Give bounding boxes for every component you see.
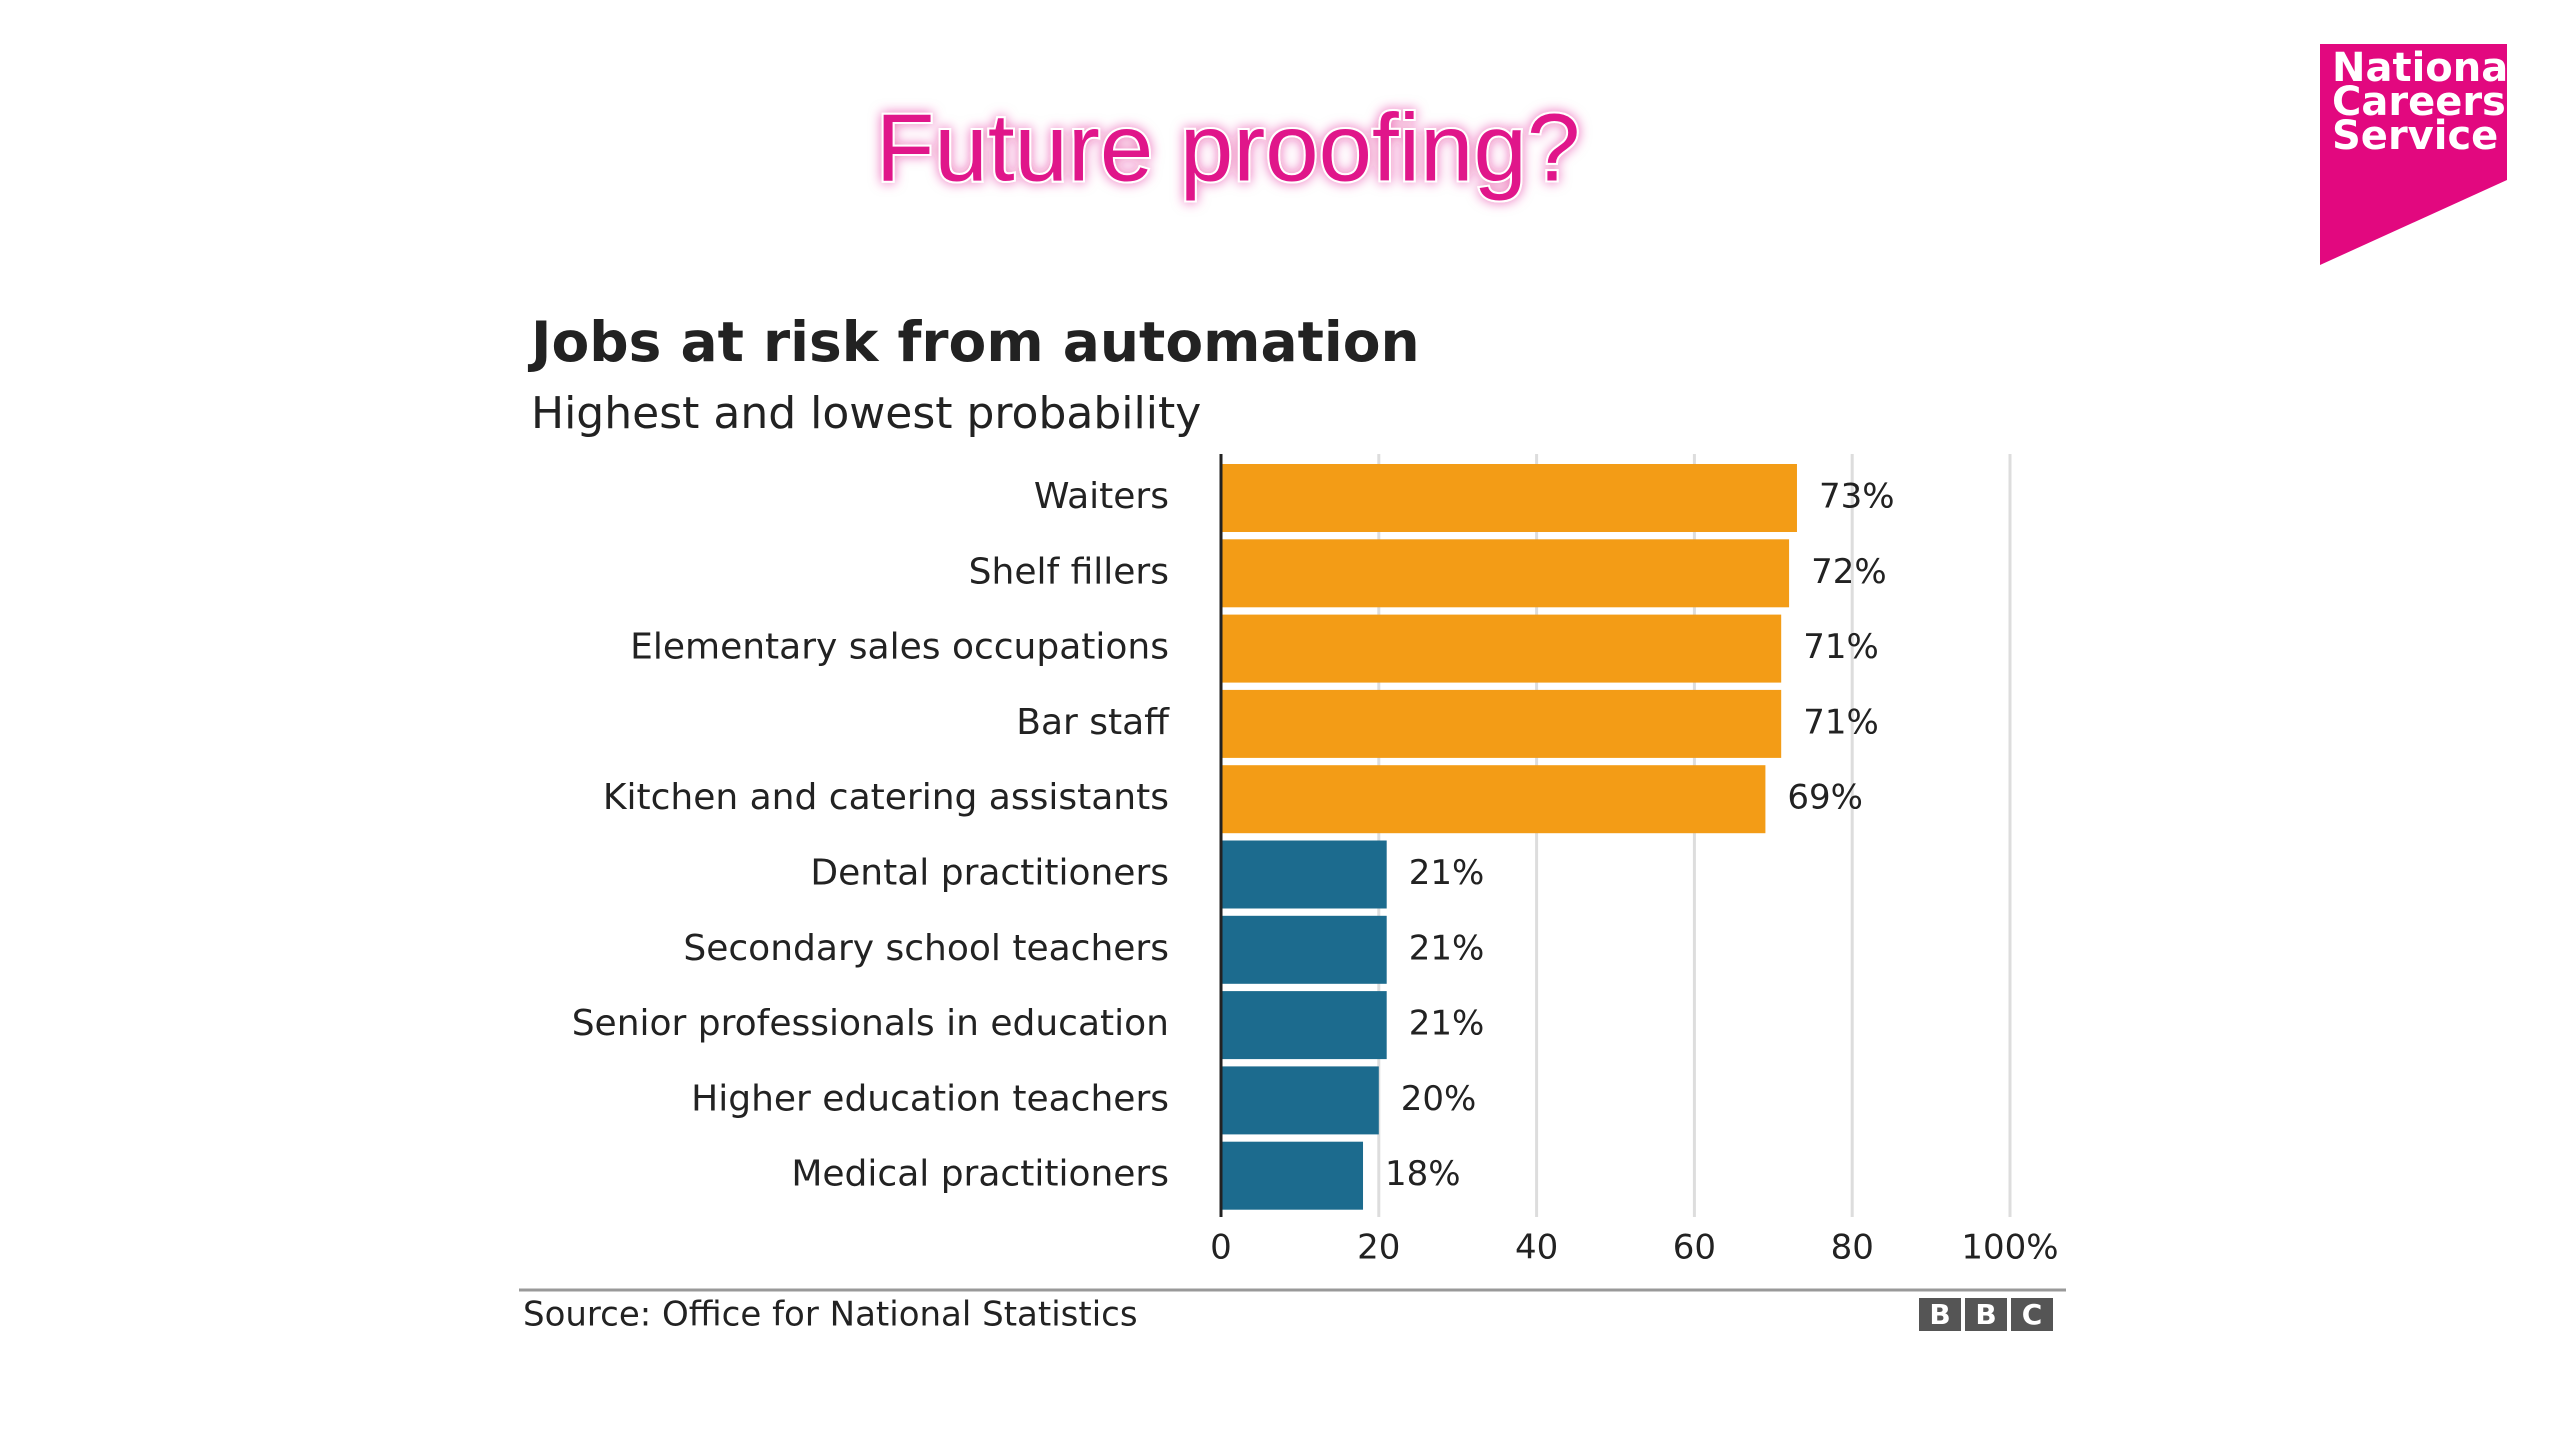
category-label: Waiters	[1034, 476, 1169, 517]
x-tick-label: 80	[1831, 1228, 1874, 1268]
credit-letter: B	[1929, 1298, 1950, 1331]
bar	[1221, 464, 1797, 532]
bar	[1221, 1141, 1364, 1210]
credit-letter: B	[1975, 1298, 1996, 1331]
bar	[1221, 915, 1387, 984]
value-label: 71%	[1803, 627, 1879, 667]
credit-box	[1965, 1298, 2007, 1331]
logo: National Careers Service	[2320, 44, 2522, 265]
bar	[1221, 765, 1766, 834]
category-label: Elementary sales occupations	[630, 627, 1169, 668]
category-label: Senior professionals in education	[572, 1003, 1169, 1044]
bar	[1221, 840, 1387, 909]
x-tick-label: 20	[1357, 1228, 1400, 1268]
x-tick-label: 40	[1515, 1228, 1558, 1268]
credit-box	[1919, 1298, 1961, 1331]
bar	[1221, 1066, 1379, 1135]
x-tick-label: 0	[1210, 1228, 1232, 1268]
bar	[1221, 991, 1387, 1060]
category-label: Dental practitioners	[810, 853, 1169, 894]
bar	[1221, 689, 1782, 758]
value-label: 21%	[1409, 1004, 1485, 1044]
category-label: Shelf fillers	[969, 551, 1169, 592]
bar	[1221, 614, 1782, 683]
logo-text: National	[2332, 45, 2522, 91]
value-label: 21%	[1409, 928, 1485, 968]
logo-text: Careers	[2332, 79, 2506, 125]
credit-box	[2011, 1298, 2053, 1331]
logo-shape	[2320, 44, 2507, 265]
credit-letter: C	[2022, 1298, 2043, 1331]
value-label: 73%	[1819, 477, 1895, 517]
category-label: Bar staff	[1016, 702, 1170, 743]
bar	[1221, 539, 1790, 608]
value-label: 72%	[1811, 552, 1887, 592]
value-label: 69%	[1787, 778, 1863, 818]
x-tick-label: 60	[1673, 1228, 1716, 1268]
source: Source: Office for National Statistics	[523, 1295, 1138, 1335]
category-label: Higher education teachers	[691, 1078, 1169, 1119]
x-tick-label: 100%	[1961, 1228, 2058, 1268]
value-label: 71%	[1803, 702, 1879, 742]
value-label: 18%	[1385, 1154, 1461, 1194]
category-label: Medical practitioners	[791, 1154, 1169, 1195]
value-label: 20%	[1401, 1079, 1477, 1119]
category-label: Secondary school teachers	[683, 928, 1169, 969]
value-label: 21%	[1409, 853, 1485, 893]
slide-title: Future proofing?	[876, 94, 1580, 201]
logo-text: Service	[2332, 113, 2498, 159]
category-label: Kitchen and catering assistants	[603, 777, 1169, 818]
chart-title: Jobs at risk from automation	[527, 310, 1420, 374]
chart-subtitle: Highest and lowest probability	[531, 388, 1201, 439]
